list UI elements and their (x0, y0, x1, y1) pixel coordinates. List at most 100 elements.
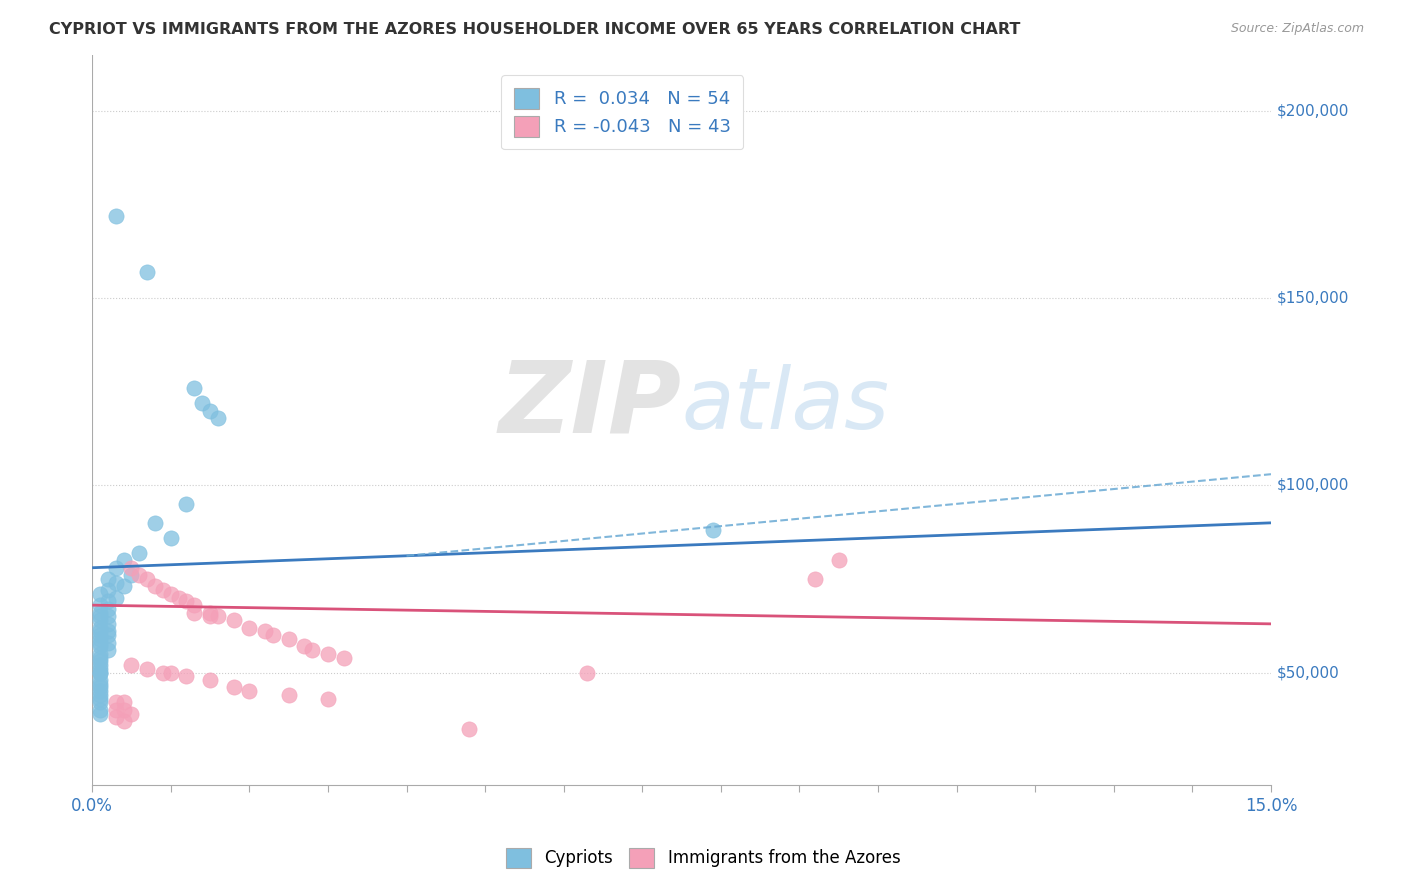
Point (143, 516, 166, 530)
Point (104, 591, 127, 605)
Point (207, 411, 229, 425)
Point (89, 665, 111, 680)
Point (576, 665, 599, 680)
Point (198, 403, 221, 417)
Point (176, 497, 198, 511)
Point (104, 560, 127, 574)
Text: $150,000: $150,000 (1277, 291, 1350, 306)
Text: $50,000: $50,000 (1277, 665, 1340, 680)
Point (121, 560, 143, 574)
Point (804, 572, 827, 586)
Point (104, 703, 127, 717)
Point (89, 706, 111, 721)
Point (89, 688, 111, 702)
Point (198, 609, 221, 624)
Point (97, 602, 120, 616)
Point (198, 606, 221, 620)
Point (97, 628, 120, 642)
Point (89, 635, 111, 649)
Point (89, 598, 111, 612)
Point (207, 609, 229, 624)
Point (316, 691, 339, 706)
Point (121, 706, 143, 721)
Point (89, 609, 111, 624)
Point (89, 628, 111, 642)
Point (89, 665, 111, 680)
Point (89, 662, 111, 676)
Point (143, 579, 166, 593)
Point (89, 684, 111, 698)
Point (89, 658, 111, 673)
Point (89, 613, 111, 627)
Point (97, 624, 120, 639)
Point (89, 691, 111, 706)
Point (254, 624, 277, 639)
Point (97, 572, 120, 586)
Point (89, 632, 111, 646)
Point (167, 591, 190, 605)
Point (159, 587, 181, 601)
Point (89, 677, 111, 691)
Point (112, 553, 135, 567)
Text: Source: ZipAtlas.com: Source: ZipAtlas.com (1230, 22, 1364, 36)
Point (89, 703, 111, 717)
Point (152, 665, 174, 680)
Point (97, 594, 120, 608)
Text: $100,000: $100,000 (1277, 478, 1350, 493)
Point (89, 673, 111, 687)
Point (97, 583, 120, 598)
Point (89, 640, 111, 654)
Point (104, 575, 127, 590)
Point (97, 635, 120, 649)
Text: CYPRIOT VS IMMIGRANTS FROM THE AZORES HOUSEHOLDER INCOME OVER 65 YEARS CORRELATI: CYPRIOT VS IMMIGRANTS FROM THE AZORES HO… (49, 22, 1021, 37)
Point (198, 673, 221, 687)
Point (159, 531, 181, 545)
Point (277, 632, 299, 646)
Legend: Cypriots, Immigrants from the Azores: Cypriots, Immigrants from the Azores (499, 841, 907, 875)
Point (89, 621, 111, 635)
Point (89, 624, 111, 639)
Point (104, 695, 127, 709)
Point (89, 647, 111, 661)
Point (97, 616, 120, 631)
Point (222, 681, 245, 695)
Point (292, 640, 315, 654)
Legend: R =  0.034   N = 54, R = -0.043   N = 43: R = 0.034 N = 54, R = -0.043 N = 43 (502, 75, 744, 149)
Point (89, 650, 111, 665)
Point (702, 524, 724, 538)
Point (112, 579, 135, 593)
Point (828, 553, 851, 567)
Point (176, 669, 198, 683)
Point (152, 583, 174, 598)
Point (112, 695, 135, 709)
Point (89, 606, 111, 620)
Point (458, 722, 481, 736)
Point (112, 703, 135, 717)
Point (89, 681, 111, 695)
Text: atlas: atlas (682, 364, 890, 447)
Point (121, 568, 143, 582)
Point (176, 594, 198, 608)
Point (301, 643, 323, 657)
Point (128, 546, 150, 560)
Point (89, 654, 111, 668)
Text: ZIP: ZIP (499, 357, 682, 454)
Point (128, 568, 150, 582)
Point (136, 662, 159, 676)
Point (316, 647, 339, 661)
Point (89, 695, 111, 709)
Point (262, 628, 284, 642)
Point (136, 265, 159, 279)
Text: $200,000: $200,000 (1277, 103, 1350, 119)
Point (159, 665, 181, 680)
Point (277, 688, 299, 702)
Point (97, 609, 120, 624)
Point (222, 613, 245, 627)
Point (191, 396, 214, 410)
Point (332, 650, 354, 665)
Point (104, 209, 127, 223)
Point (112, 714, 135, 728)
Point (89, 587, 111, 601)
Point (183, 606, 205, 620)
Point (121, 658, 143, 673)
